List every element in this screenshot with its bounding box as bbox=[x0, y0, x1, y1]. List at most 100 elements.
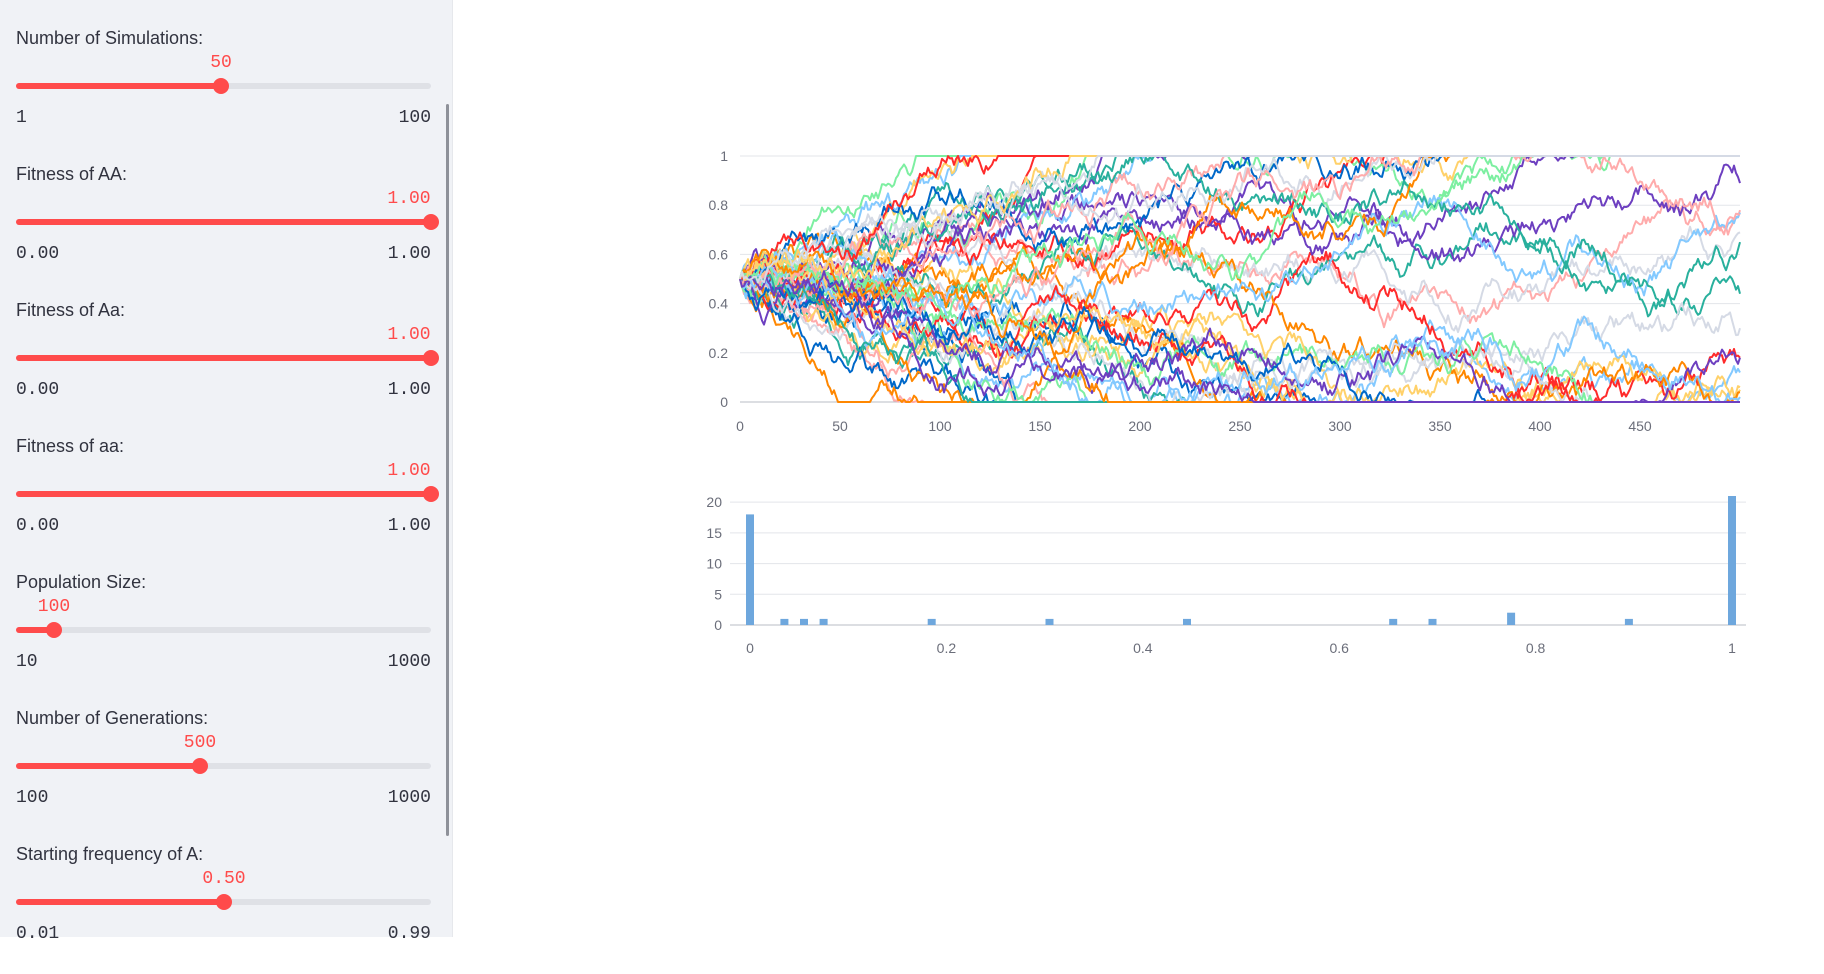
series-line-17 bbox=[739, 278, 1740, 403]
series-line-22 bbox=[739, 155, 1740, 280]
y-tick-label: 0.2 bbox=[709, 345, 729, 361]
histogram-bar-7 bbox=[1183, 618, 1191, 625]
slider-track[interactable] bbox=[16, 491, 431, 497]
x-tick-label: 300 bbox=[1328, 418, 1352, 434]
slider-min-label: 0.01 bbox=[16, 924, 60, 944]
final-frequency-histogram: 0 5 10 15 20 0 0.2 0.4 0.6 0.8 1 bbox=[706, 494, 1746, 656]
slider-fitness-aa: Fitness of aa: 1.00 0.00 1.00 bbox=[16, 436, 439, 566]
slider-track[interactable] bbox=[16, 219, 431, 225]
y-tick-label: 10 bbox=[706, 556, 722, 572]
y-tick-label: 0.4 bbox=[709, 296, 729, 312]
x-tick-label: 200 bbox=[1128, 418, 1152, 434]
series-line-34 bbox=[739, 155, 1740, 303]
histogram-bar-5 bbox=[927, 618, 936, 625]
slider-num-simulations: Number of Simulations: 50 1 100 bbox=[16, 28, 431, 158]
x-tick-label: 150 bbox=[1028, 418, 1052, 434]
slider-max-label: 0.99 bbox=[387, 924, 431, 944]
series-line-35 bbox=[739, 155, 1741, 314]
series-line-21 bbox=[739, 278, 1740, 403]
slider-thumb[interactable] bbox=[423, 350, 439, 366]
slider-track[interactable] bbox=[16, 763, 431, 769]
series-line-10 bbox=[739, 221, 1741, 334]
slider-min-label: 0.00 bbox=[16, 380, 60, 400]
x-tick-label: 350 bbox=[1428, 418, 1452, 434]
slider-min-label: 0.00 bbox=[16, 244, 60, 264]
slider-fill bbox=[16, 83, 221, 89]
slider-label: Population Size: bbox=[16, 572, 147, 592]
histogram-bar-11 bbox=[1624, 618, 1633, 625]
x-tick-label: 100 bbox=[928, 418, 952, 434]
slider-max-label: 1000 bbox=[387, 788, 431, 808]
slider-min-label: 100 bbox=[16, 788, 49, 808]
x-tick-label: 1 bbox=[1728, 640, 1736, 656]
histogram-bar-3 bbox=[800, 618, 808, 625]
slider-min-label: 10 bbox=[16, 652, 38, 672]
x-tick-label: 450 bbox=[1628, 418, 1652, 434]
slider-max-label: 1.00 bbox=[387, 380, 431, 400]
slider-thumb[interactable] bbox=[192, 758, 208, 774]
slider-fill bbox=[16, 627, 54, 633]
slider-max-label: 1000 bbox=[387, 652, 431, 672]
slider-current-value: 1.00 bbox=[387, 189, 431, 209]
y-tick-label: 1 bbox=[720, 148, 728, 164]
series-line-9 bbox=[739, 155, 1740, 297]
slider-min-label: 1 bbox=[16, 108, 27, 128]
slider-thumb[interactable] bbox=[423, 486, 439, 502]
y-tick-label: 0 bbox=[720, 394, 728, 410]
series-line-49 bbox=[739, 270, 1740, 403]
sidebar: Number of Simulations: 50 1 100 Fitness of A… bbox=[0, 0, 453, 944]
slider-num-generations: Number of Generations: 500 100 1000 bbox=[16, 708, 431, 838]
slider-label: Number of Simulations: bbox=[16, 28, 204, 48]
slider-label: Number of Generations: bbox=[16, 708, 209, 728]
slider-thumb[interactable] bbox=[46, 622, 62, 638]
slider-thumb[interactable] bbox=[423, 214, 439, 230]
series-line-43 bbox=[739, 155, 1740, 280]
x-tick-label: 0 bbox=[736, 418, 744, 434]
series-group bbox=[739, 155, 1741, 403]
slider-track[interactable] bbox=[16, 355, 431, 361]
series-line-42 bbox=[739, 276, 1741, 403]
sidebar-scrollbar[interactable] bbox=[446, 104, 449, 836]
histogram-bar-1 bbox=[746, 514, 754, 625]
slider-fill bbox=[16, 763, 200, 769]
x-tick-label: 50 bbox=[832, 418, 848, 434]
slider-label: Fitness of AA: bbox=[16, 164, 128, 184]
slider-current-value: 1.00 bbox=[387, 461, 431, 481]
slider-max-label: 1.00 bbox=[387, 244, 431, 264]
x-tick-label: 0.4 bbox=[1133, 640, 1153, 656]
histogram-bar-4 bbox=[819, 618, 828, 625]
series-line-48 bbox=[739, 155, 1740, 282]
x-tick-label: 0.6 bbox=[1329, 640, 1349, 656]
allele-frequency-line-chart: 0 0.2 0.4 0.6 0.8 1 0 50 100 150 200 250 300 350 400 45… bbox=[709, 148, 1741, 434]
x-tick-label: 0 bbox=[746, 640, 754, 656]
slider-current-value: 100 bbox=[37, 597, 71, 617]
series-line-29 bbox=[739, 163, 1741, 301]
histogram-bar-10 bbox=[1507, 612, 1516, 625]
slider-track[interactable] bbox=[16, 627, 431, 633]
series-line-47 bbox=[739, 248, 1740, 403]
slider-fill bbox=[16, 219, 431, 225]
y-tick-label: 0.6 bbox=[709, 246, 729, 262]
x-tick-label: 250 bbox=[1228, 418, 1252, 434]
histogram-bar-12 bbox=[1728, 496, 1736, 625]
histogram-bar-6 bbox=[1045, 618, 1054, 625]
slider-thumb[interactable] bbox=[213, 78, 229, 94]
slider-max-label: 1.00 bbox=[387, 516, 431, 536]
slider-min-label: 0.00 bbox=[16, 516, 60, 536]
y-tick-label: 20 bbox=[706, 494, 722, 510]
y-tick-label: 15 bbox=[706, 525, 722, 541]
series-line-41 bbox=[740, 275, 1740, 403]
slider-fitness-AA: Fitness of AA: 1.00 0.00 1.00 bbox=[16, 164, 439, 294]
x-tick-label: 0.2 bbox=[937, 640, 957, 656]
series-line-50 bbox=[739, 155, 1740, 284]
slider-fill bbox=[16, 355, 431, 361]
slider-population-size: Population Size: 100 10 1000 bbox=[16, 572, 431, 702]
slider-current-value: 500 bbox=[183, 733, 217, 753]
y-tick-label: 0 bbox=[714, 617, 722, 633]
series-line-45 bbox=[739, 268, 1740, 403]
slider-fill bbox=[16, 491, 431, 497]
y-tick-label: 5 bbox=[714, 586, 722, 602]
slider-current-value: 1.00 bbox=[387, 325, 431, 345]
x-tick-label: 0.8 bbox=[1526, 640, 1546, 656]
slider-thumb[interactable] bbox=[216, 894, 232, 910]
